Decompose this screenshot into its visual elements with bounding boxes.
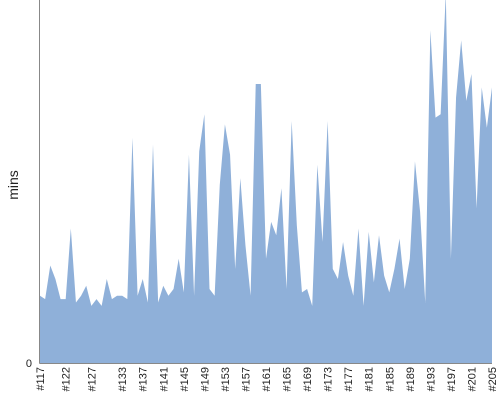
x-tick-label: #153 (220, 367, 232, 391)
x-tick-label: #177 (343, 367, 355, 391)
x-tick-label: #117 (35, 367, 47, 391)
x-tick-label: #149 (199, 367, 211, 391)
x-tick-label: #201 (466, 367, 478, 391)
x-tick-label: #165 (282, 367, 294, 391)
x-tick-label: #205 (487, 367, 499, 391)
x-tick-label: #185 (384, 367, 396, 391)
x-tick-label: #181 (364, 367, 376, 391)
x-tick-label: #141 (158, 367, 170, 391)
x-tick-label: #145 (179, 367, 191, 391)
x-tick-label: #127 (86, 367, 98, 391)
x-tick-label: #157 (240, 367, 252, 391)
x-tick-label: #137 (138, 367, 150, 391)
x-tick-label: #193 (425, 367, 437, 391)
x-tick-label: #133 (117, 367, 129, 391)
x-tick-label: #189 (405, 367, 417, 391)
x-tick-label: #169 (302, 367, 314, 391)
x-tick-label: #161 (261, 367, 273, 391)
x-tick-label: #173 (323, 367, 335, 391)
x-tick-label: #122 (61, 367, 73, 391)
y-tick-label: 0 (26, 358, 32, 370)
y-axis-title: mins (5, 170, 21, 200)
series-area (40, 0, 492, 363)
x-tick-label: #197 (446, 367, 458, 391)
